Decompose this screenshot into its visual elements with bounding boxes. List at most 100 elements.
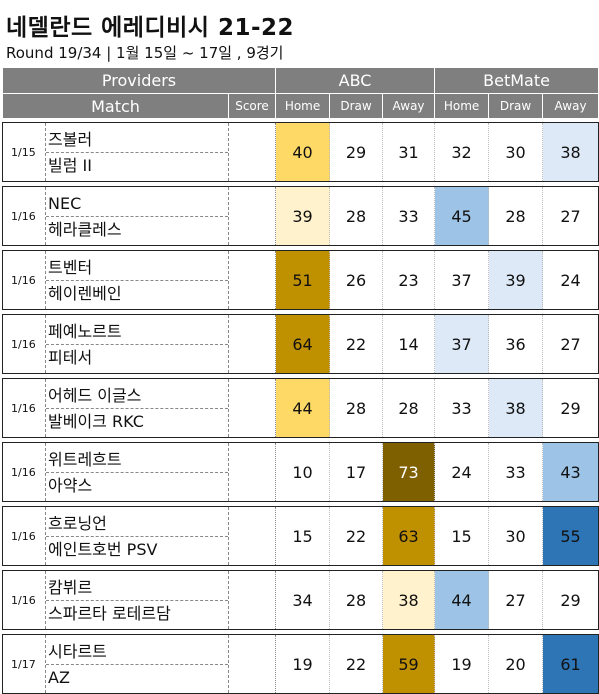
away-team: 발베이크 RKC [48,411,144,431]
home-team: 시타르트 [46,639,228,665]
home-team: 어헤드 이글스 [46,383,228,409]
providers-header: Providers [1,68,277,94]
match-teams: 페예노르트 피테서 [45,314,229,374]
betmate-home-odds: 15 [434,506,489,566]
match-teams: 어헤드 이글스 발베이크 RKC [45,378,229,438]
away-team: AZ [48,667,70,687]
abc-home-header: Home [275,93,331,118]
abc-away-odds: 23 [382,250,435,310]
match-date: 1/16 [2,378,46,438]
away-team: 빌럼 II [48,155,92,175]
abc-away-odds: 38 [382,570,435,630]
abc-home-odds: 15 [275,506,330,566]
match-date: 1/16 [2,506,46,566]
betmate-home-odds: 44 [434,570,489,630]
table-row: 1/16 어헤드 이글스 발베이크 RKC 44 28 28 33 38 29 [2,378,599,438]
abc-away-odds: 31 [382,122,435,182]
match-teams: 위트레흐트 아약스 [45,442,229,502]
match-teams: 시타르트 AZ [45,634,229,694]
away-team: 스파르타 로테르담 [48,603,171,623]
provider-abc-header: ABC [275,68,436,94]
abc-draw-odds: 17 [329,442,383,502]
match-teams: 흐로닝언 에인트호번 PSV [45,506,229,566]
abc-draw-odds: 22 [329,314,383,374]
betmate-away-odds: 61 [542,634,599,694]
abc-draw-odds: 22 [329,506,383,566]
betmate-home-header: Home [434,93,490,118]
betmate-away-odds: 29 [542,570,599,630]
betmate-draw-odds: 36 [488,314,543,374]
abc-away-header: Away [382,93,436,118]
match-score [228,570,277,630]
away-team: 헤라클레스 [48,219,122,239]
abc-draw-odds: 28 [329,378,383,438]
home-team: 트벤터 [46,255,228,281]
away-team: 아약스 [48,475,93,495]
home-team: 페예노르트 [46,319,228,345]
abc-home-odds: 10 [275,442,330,502]
match-date: 1/16 [2,314,46,374]
betmate-draw-odds: 27 [488,570,543,630]
match-score [228,442,277,502]
table-row: 1/16 트벤터 헤이렌베인 51 26 23 37 39 24 [2,250,599,310]
match-score [228,186,277,246]
match-header: Match [2,93,229,118]
betmate-draw-odds: 28 [488,186,543,246]
away-team: 피테서 [48,347,93,367]
match-score [228,314,277,374]
betmate-home-odds: 19 [434,634,489,694]
abc-home-odds: 34 [275,570,330,630]
match-teams: 즈볼러 빌럼 II [45,122,229,182]
betmate-draw-odds: 38 [488,378,543,438]
betmate-draw-odds: 30 [488,506,543,566]
abc-draw-odds: 22 [329,634,383,694]
table-row: 1/16 위트레흐트 아약스 10 17 73 24 33 43 [2,442,599,502]
home-team: 위트레흐트 [46,447,228,473]
abc-draw-odds: 29 [329,122,383,182]
betmate-away-odds: 43 [542,442,599,502]
betmate-draw-header: Draw [488,93,544,118]
match-score [228,122,277,182]
match-date: 1/16 [2,186,46,246]
betmate-home-odds: 37 [434,314,489,374]
abc-draw-odds: 26 [329,250,383,310]
betmate-away-odds: 27 [542,186,599,246]
abc-away-odds: 59 [382,634,435,694]
abc-away-odds: 33 [382,186,435,246]
betmate-home-odds: 45 [434,186,489,246]
match-date: 1/17 [2,634,46,694]
score-header: Score [227,93,277,118]
betmate-home-odds: 33 [434,378,489,438]
table-row: 1/16 페예노르트 피테서 64 22 14 37 36 27 [2,314,599,374]
odds-table: Providers ABC BetMate Match Score Home D… [1,68,599,694]
match-date: 1/16 [2,250,46,310]
match-date: 1/15 [2,122,46,182]
table-row: 1/16 NEC 헤라클레스 39 28 33 45 28 27 [2,186,599,246]
match-date: 1/16 [2,442,46,502]
provider-betmate-header: BetMate [434,68,599,94]
table-row: 1/16 캄뷔르 스파르타 로테르담 34 28 38 44 27 29 [2,570,599,630]
home-team: 즈볼러 [46,127,228,153]
abc-away-odds: 14 [382,314,435,374]
home-team: NEC [46,191,228,217]
page-title: 네델란드 에레디비시 21-22 [6,15,295,41]
abc-draw-odds: 28 [329,186,383,246]
round-subtitle: Round 19/34 | 1월 15일 ~ 17일 , 9경기 [6,44,284,62]
abc-away-odds: 73 [382,442,435,502]
table-row: 1/16 흐로닝언 에인트호번 PSV 15 22 63 15 30 55 [2,506,599,566]
match-score [228,634,277,694]
betmate-home-odds: 37 [434,250,489,310]
abc-away-odds: 28 [382,378,435,438]
away-team: 헤이렌베인 [48,283,122,303]
betmate-away-odds: 29 [542,378,599,438]
betmate-away-odds: 27 [542,314,599,374]
abc-home-odds: 39 [275,186,330,246]
away-team: 에인트호번 PSV [48,539,158,559]
abc-home-odds: 44 [275,378,330,438]
abc-draw-odds: 28 [329,570,383,630]
betmate-draw-odds: 33 [488,442,543,502]
betmate-away-odds: 38 [542,122,599,182]
betmate-draw-odds: 30 [488,122,543,182]
abc-away-odds: 63 [382,506,435,566]
betmate-away-header: Away [542,93,599,118]
